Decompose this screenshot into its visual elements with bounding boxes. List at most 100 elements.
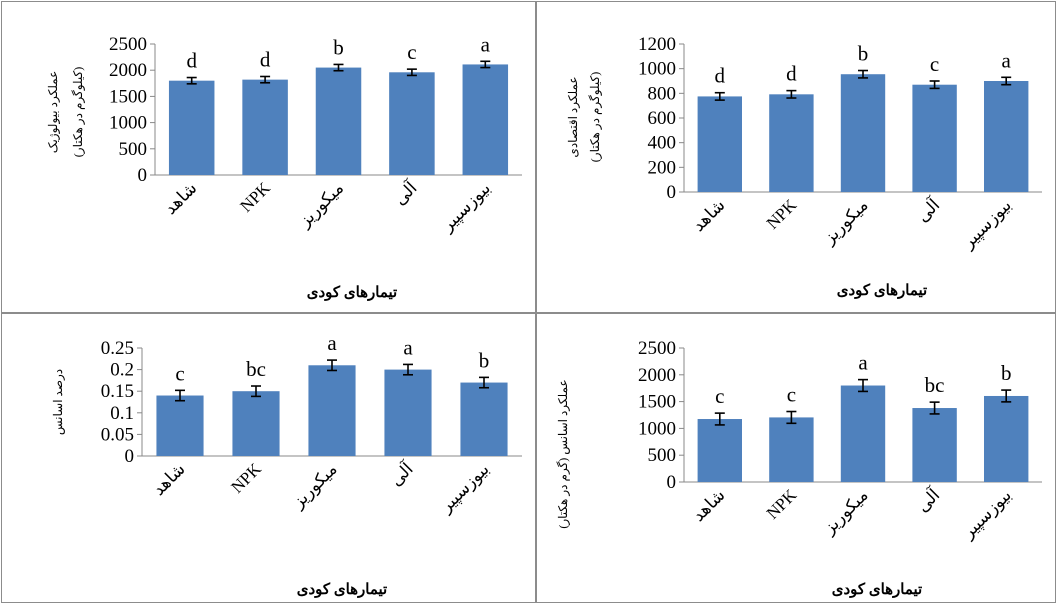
significance-letter: d [186,49,197,73]
x-tick-label: میکوریز [288,459,342,513]
significance-letter: c [407,40,416,64]
y-axis-title: عملکرد اسانس (گرم در هکتار) [556,379,570,528]
error-bar [175,389,185,402]
x-tick-label: آلی [912,193,945,226]
chart-panel-essential-oil-yield: 0 500 1000 1500 2000 2500 c شاهد c NPK a میکوریز bc آ… [536,313,1056,603]
significance-letter: a [481,32,491,56]
y-tick-label: 0.05 [101,424,134,445]
x-tick-label: شاهد [689,195,729,235]
significance-letter: a [403,335,413,359]
significance-letter: a [1002,48,1012,72]
x-tick-label: NPK [227,459,265,497]
chart-panel-economic-yield: 0 200 400 600 800 1000 1200 d شاهد d NPK b میکوریز c آ… [536,1,1056,313]
significance-letter: a [327,331,337,355]
y-tick-label: 0 [125,446,135,467]
bar [912,408,957,482]
bar [460,382,508,456]
error-bar [929,401,940,415]
y-axis-unit: (کیلوگرم در هکتار) [588,72,602,162]
y-tick-label: 1500 [638,392,676,413]
y-tick-label: 2500 [638,338,676,359]
x-tick-label: بیوزسپیر [437,178,495,236]
y-tick-label: 0.15 [101,381,134,402]
y-tick-label: 800 [648,83,677,104]
error-bar [479,376,489,389]
significance-letter: bc [925,373,945,397]
y-tick-label: 1200 [638,34,676,55]
error-bar [714,412,725,426]
bar [912,84,957,192]
y-tick-label: 0 [138,165,148,186]
bar [697,96,742,192]
error-bar [858,69,868,79]
error-bar [1001,389,1012,403]
significance-letter: a [858,351,868,375]
y-tick-label: 0 [667,472,677,493]
y-axis-title: عملکرد اقتصادی [566,76,580,157]
x-tick-label: شاهد [161,178,201,218]
y-tick-label: 500 [119,139,148,160]
significance-letter: c [175,361,184,385]
y-tick-label: 200 [648,157,677,178]
error-bar [327,359,337,372]
bar [156,395,204,456]
y-tick-label: 2000 [638,365,676,386]
bar [984,395,1029,482]
significance-letter: b [333,35,344,59]
significance-letter: b [1001,361,1012,385]
x-tick-label: میکوریز [819,195,873,249]
significance-letter: d [260,47,271,71]
error-bar [480,60,491,69]
bar [984,81,1029,192]
y-tick-label: 1000 [638,59,676,80]
y-tick-label: 2500 [109,34,147,55]
bar [168,80,215,175]
y-tick-label: 1000 [638,418,676,439]
significance-letter: c [715,384,724,408]
error-bar [786,89,797,99]
bar [315,67,362,175]
bar [769,417,814,482]
y-tick-label: 1000 [109,113,147,134]
significance-letter: bc [246,357,266,381]
error-bar [786,410,797,425]
y-tick-label: 0 [667,182,677,203]
x-tick-label: بیوزسپیر [958,195,1016,253]
x-tick-label: میکوریز [819,485,873,539]
error-bar [714,91,725,101]
x-axis-title: تیمارهای کودی [837,283,927,299]
chart-panel-essential-oil-percent: 0 0.05 0.1 0.15 0.2 0.25 c شاهد bc NPK a میکوریز a آل… [1,313,536,603]
y-tick-label: 0.1 [110,403,134,424]
error-bar [260,75,271,84]
x-tick-label: NPK [763,485,801,523]
y-tick-label: 1500 [109,86,147,107]
bar [242,79,288,175]
x-tick-label: آلی [389,176,422,209]
error-bar [403,363,413,376]
y-tick-label: 2000 [109,60,147,81]
bar [769,94,814,192]
error-bar [406,68,417,77]
y-axis-title: درصد اسانس [51,369,65,435]
significance-letter: d [786,62,797,86]
x-tick-label: بیوزسپیر [958,485,1016,543]
chart-panel-biological-yield: 0 500 1000 1500 2000 2500 d شاهد d NPK b میکوریز c آل… [1,1,536,313]
x-tick-label: شاهد [689,485,729,525]
y-tick-label: 500 [648,445,677,466]
chart-svg: 0 200 400 600 800 1000 1200 d شاهد d NPK b میکوریز c آ… [566,34,1042,299]
x-tick-label: NPK [763,195,801,233]
bar [697,419,742,482]
x-tick-label: شاهد [149,459,189,499]
significance-letter: b [858,42,869,66]
significance-letter: c [930,52,939,76]
y-tick-label: 400 [648,133,677,154]
x-tick-label: آلی [912,483,945,516]
x-tick-label: NPK [236,178,274,216]
bar [840,385,886,482]
x-axis-title: تیمارهای کودی [832,582,922,598]
y-tick-label: 0.25 [101,338,134,359]
significance-letter: b [479,348,490,372]
error-bar [333,63,344,72]
bar [384,369,432,456]
